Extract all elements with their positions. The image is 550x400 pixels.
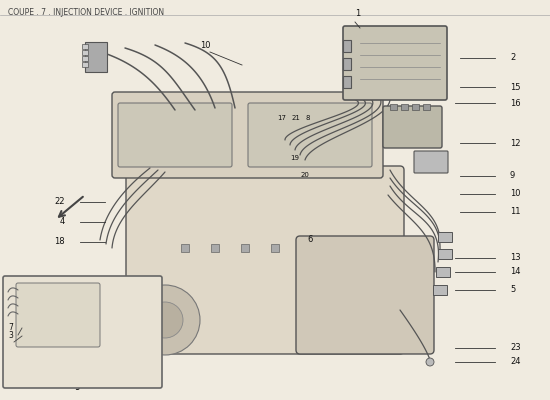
Bar	[401, 104, 408, 110]
Bar	[423, 104, 430, 110]
Text: 22: 22	[54, 198, 65, 206]
Text: 2: 2	[510, 54, 515, 62]
Text: 13: 13	[510, 254, 521, 262]
Bar	[436, 267, 450, 277]
Bar	[181, 244, 189, 252]
Text: 15: 15	[510, 82, 520, 92]
FancyBboxPatch shape	[16, 283, 100, 347]
FancyBboxPatch shape	[414, 151, 448, 173]
Bar	[343, 76, 351, 88]
Bar	[438, 232, 452, 242]
Bar	[82, 50, 88, 55]
Text: 23: 23	[510, 344, 521, 352]
Bar	[271, 244, 279, 252]
Text: 19: 19	[290, 155, 300, 161]
Text: eurospartes: eurospartes	[184, 296, 366, 324]
Bar	[438, 249, 452, 259]
Text: 10: 10	[510, 190, 520, 198]
Bar	[82, 62, 88, 67]
Text: 18: 18	[54, 238, 65, 246]
FancyBboxPatch shape	[296, 236, 434, 354]
Text: 4: 4	[60, 218, 65, 226]
Text: 12: 12	[510, 138, 520, 148]
Bar	[343, 40, 351, 52]
Text: 11: 11	[510, 208, 520, 216]
Bar	[85, 42, 107, 72]
FancyBboxPatch shape	[112, 92, 383, 178]
Text: 9: 9	[510, 172, 515, 180]
Text: 24: 24	[510, 358, 520, 366]
Text: 20: 20	[300, 172, 310, 178]
Text: 8: 8	[306, 115, 310, 121]
FancyBboxPatch shape	[118, 103, 232, 167]
FancyBboxPatch shape	[383, 106, 442, 148]
Text: 6: 6	[307, 236, 313, 244]
FancyBboxPatch shape	[126, 166, 404, 354]
Text: 17: 17	[278, 115, 287, 121]
FancyBboxPatch shape	[248, 103, 372, 167]
Circle shape	[426, 358, 434, 366]
Text: eurospartes: eurospartes	[159, 181, 391, 219]
Text: 14: 14	[510, 268, 520, 276]
Bar	[241, 244, 249, 252]
Bar	[343, 58, 351, 70]
Bar	[211, 244, 219, 252]
Text: 5: 5	[510, 286, 515, 294]
Text: 3: 3	[8, 332, 13, 340]
Bar	[433, 285, 447, 295]
Text: 1: 1	[355, 9, 361, 18]
Bar	[412, 104, 419, 110]
Text: 7: 7	[8, 324, 13, 332]
FancyBboxPatch shape	[343, 26, 447, 100]
Text: Valid till engine Nr. 66289: Valid till engine Nr. 66289	[26, 381, 138, 390]
Bar	[82, 56, 88, 61]
Text: COUPE . 7 . INJECTION DEVICE . IGNITION: COUPE . 7 . INJECTION DEVICE . IGNITION	[8, 8, 164, 17]
Text: 10: 10	[200, 41, 210, 50]
Circle shape	[130, 285, 200, 355]
Text: 21: 21	[292, 115, 300, 121]
FancyBboxPatch shape	[3, 276, 162, 388]
Bar	[390, 104, 397, 110]
Text: Vale fino al motore No. 66289: Vale fino al motore No. 66289	[18, 370, 146, 379]
Bar	[82, 44, 88, 49]
Text: 16: 16	[510, 98, 521, 108]
Circle shape	[147, 302, 183, 338]
